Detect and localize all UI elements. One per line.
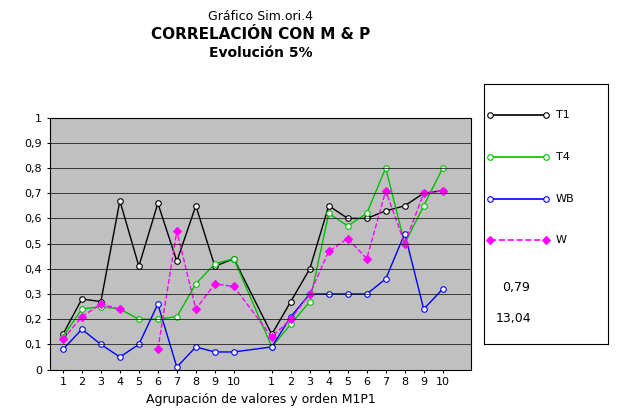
Text: 13,04: 13,04 <box>496 312 531 325</box>
Text: T1: T1 <box>556 110 569 120</box>
X-axis label: Agrupación de valores y orden M1P1: Agrupación de valores y orden M1P1 <box>146 393 375 406</box>
Text: T4: T4 <box>556 152 569 162</box>
Text: 0,79: 0,79 <box>502 281 530 294</box>
Text: CORRELACIÓN CON M & P: CORRELACIÓN CON M & P <box>151 27 370 42</box>
Text: Evolución 5%: Evolución 5% <box>208 46 312 60</box>
Text: WB: WB <box>556 194 574 204</box>
Text: W: W <box>556 235 567 245</box>
Text: Gráfico Sim.ori.4: Gráfico Sim.ori.4 <box>208 10 313 24</box>
